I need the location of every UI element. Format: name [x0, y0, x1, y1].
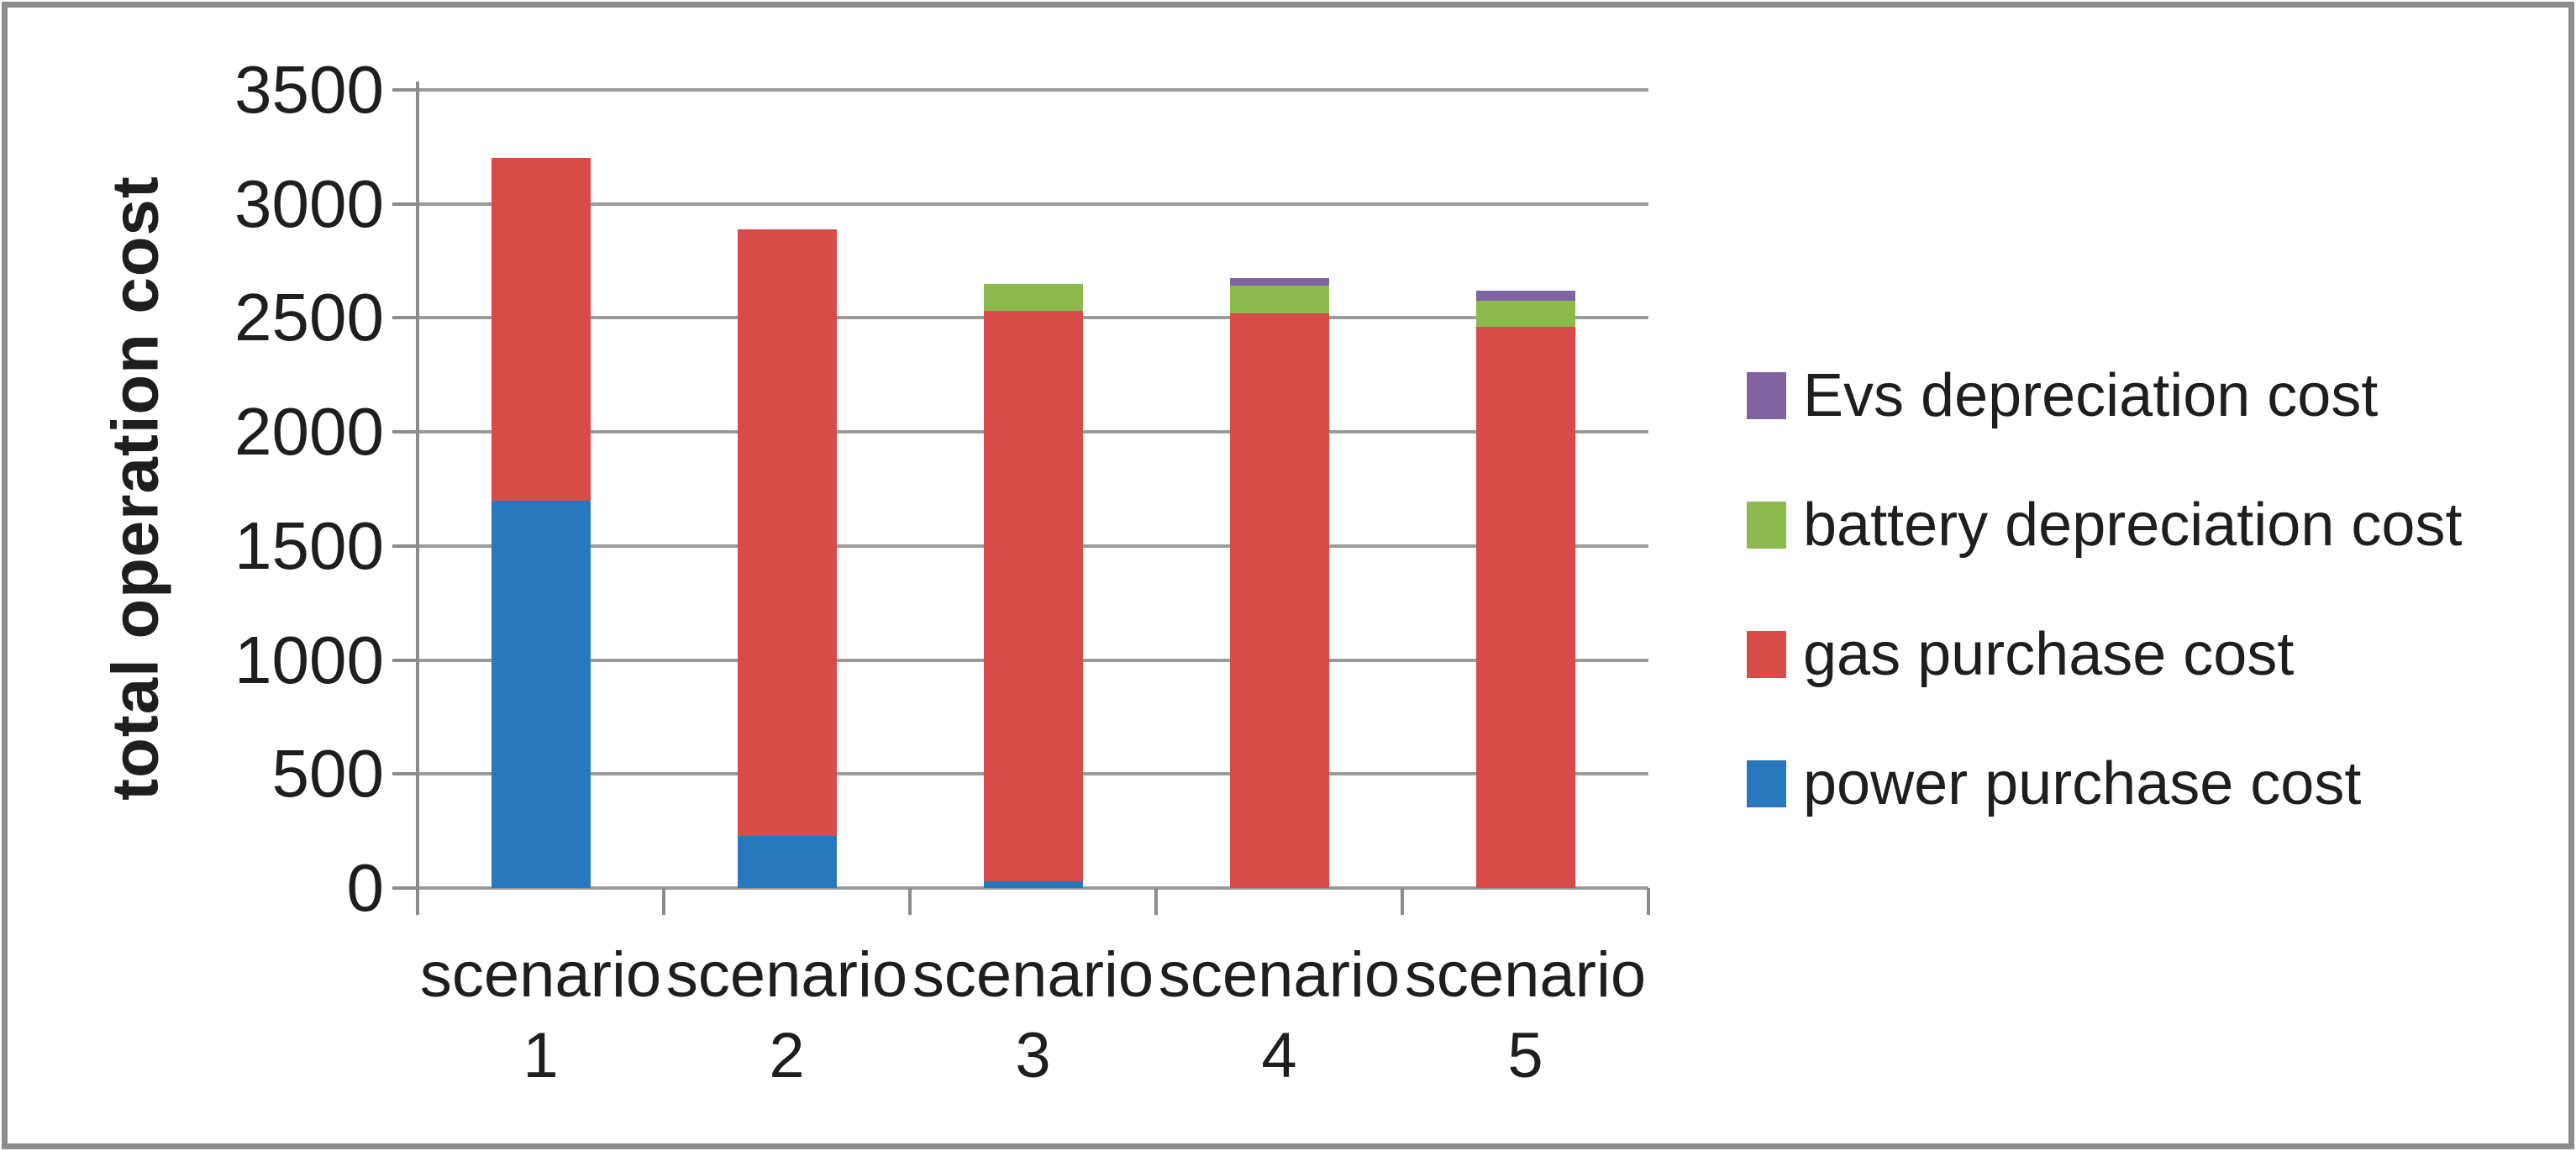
- x-category-label-line1: scenario: [1404, 939, 1647, 1011]
- bar-3-power-purchase-cost: [983, 880, 1083, 888]
- legend-swatch: [1747, 760, 1786, 807]
- bar-5-gas-purchase-cost: [1475, 327, 1575, 888]
- legend-swatch: [1747, 372, 1786, 419]
- bar-1-power-purchase-cost: [491, 500, 591, 888]
- gridline: [418, 886, 1648, 890]
- bar-4-battery-depreciation-cost: [1229, 286, 1329, 313]
- y-tick-label: 3500: [234, 52, 384, 127]
- y-axis-tick: [392, 316, 418, 320]
- y-tick-label: 2000: [234, 394, 384, 470]
- legend-swatch: [1747, 502, 1786, 549]
- y-tick-label: 3000: [234, 166, 384, 241]
- x-axis-tick: [416, 888, 419, 915]
- y-axis-title: total operation cost: [97, 176, 172, 801]
- y-axis-tick: [392, 886, 418, 890]
- gridline: [418, 88, 1648, 92]
- y-axis-tick: [392, 202, 418, 206]
- legend-item: gas purchase cost: [1747, 608, 2294, 701]
- y-axis-tick: [392, 430, 418, 434]
- bar-1-gas-purchase-cost: [491, 158, 591, 501]
- x-category-label: scenario 5: [1391, 935, 1660, 1096]
- y-axis-tick: [392, 772, 418, 776]
- bar-4-Evs-depreciation-cost: [1229, 277, 1329, 286]
- x-category-label-line2: 3: [1015, 1020, 1051, 1091]
- gridline: [418, 202, 1648, 206]
- x-axis-tick: [662, 888, 665, 915]
- x-category-label: scenario 3: [899, 935, 1168, 1096]
- y-axis-tick: [392, 658, 418, 662]
- bar-5-Evs-depreciation-cost: [1475, 290, 1575, 302]
- x-axis-tick: [1154, 888, 1158, 915]
- bar-3-battery-depreciation-cost: [983, 283, 1083, 312]
- x-category-label-line1: scenario: [665, 939, 908, 1011]
- legend-label: Evs depreciation cost: [1803, 362, 2379, 429]
- y-axis-line: [416, 81, 419, 891]
- legend-item: Evs depreciation cost: [1747, 350, 2378, 442]
- x-category-label-line1: scenario: [912, 939, 1154, 1011]
- y-axis-tick: [392, 88, 418, 92]
- x-category-label-line2: 4: [1261, 1020, 1297, 1091]
- y-tick-label: 0: [346, 850, 385, 925]
- legend-swatch: [1747, 631, 1786, 678]
- bar-2-gas-purchase-cost: [737, 229, 837, 836]
- legend-label: power purchase cost: [1803, 750, 2362, 817]
- legend-label: gas purchase cost: [1803, 621, 2295, 688]
- x-category-label-line2: 2: [769, 1020, 805, 1091]
- y-tick-label: 1000: [234, 622, 384, 697]
- bar-4-gas-purchase-cost: [1229, 313, 1329, 888]
- x-category-label-line2: 5: [1507, 1020, 1543, 1091]
- y-axis-tick: [392, 544, 418, 548]
- x-category-label-line1: scenario: [419, 939, 662, 1011]
- legend-label: battery depreciation cost: [1803, 491, 2463, 559]
- x-category-label: scenario 4: [1145, 935, 1414, 1096]
- y-tick-label: 2500: [234, 280, 384, 355]
- bar-3-gas-purchase-cost: [983, 311, 1083, 881]
- legend-item: power purchase cost: [1747, 738, 2361, 830]
- x-axis-tick: [1647, 888, 1650, 915]
- x-category-label: scenario 1: [407, 935, 676, 1096]
- x-category-label: scenario 2: [653, 935, 922, 1096]
- legend-item: battery depreciation cost: [1747, 479, 2462, 571]
- x-category-label-line1: scenario: [1158, 939, 1401, 1011]
- x-axis-tick: [908, 888, 912, 915]
- bar-5-battery-depreciation-cost: [1475, 301, 1575, 328]
- bar-2-power-purchase-cost: [737, 835, 837, 888]
- x-axis-tick: [1401, 888, 1404, 915]
- y-tick-label: 500: [271, 736, 384, 812]
- y-tick-label: 1500: [234, 507, 384, 583]
- x-category-label-line2: 1: [523, 1020, 559, 1091]
